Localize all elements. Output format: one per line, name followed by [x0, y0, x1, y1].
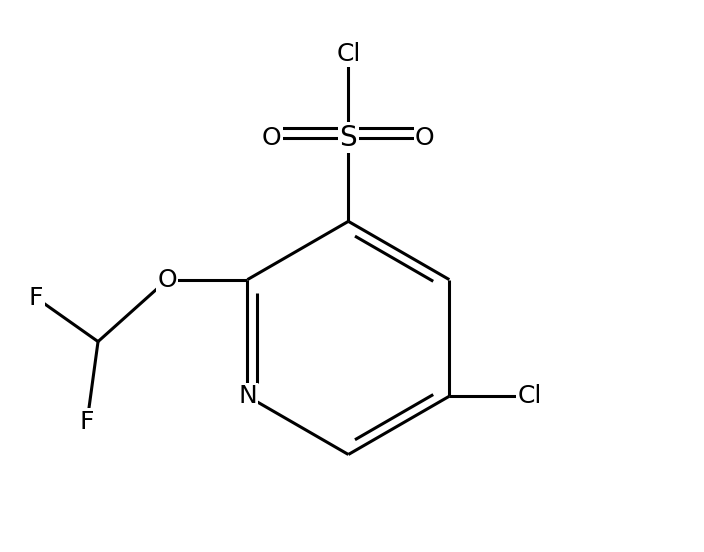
Text: N: N [238, 384, 257, 408]
Text: Cl: Cl [517, 384, 541, 408]
Text: F: F [29, 286, 44, 310]
Text: S: S [339, 124, 357, 152]
Text: O: O [262, 125, 282, 150]
Text: O: O [415, 125, 434, 150]
Text: O: O [158, 268, 177, 291]
Text: Cl: Cl [337, 42, 360, 66]
Text: F: F [80, 410, 94, 434]
